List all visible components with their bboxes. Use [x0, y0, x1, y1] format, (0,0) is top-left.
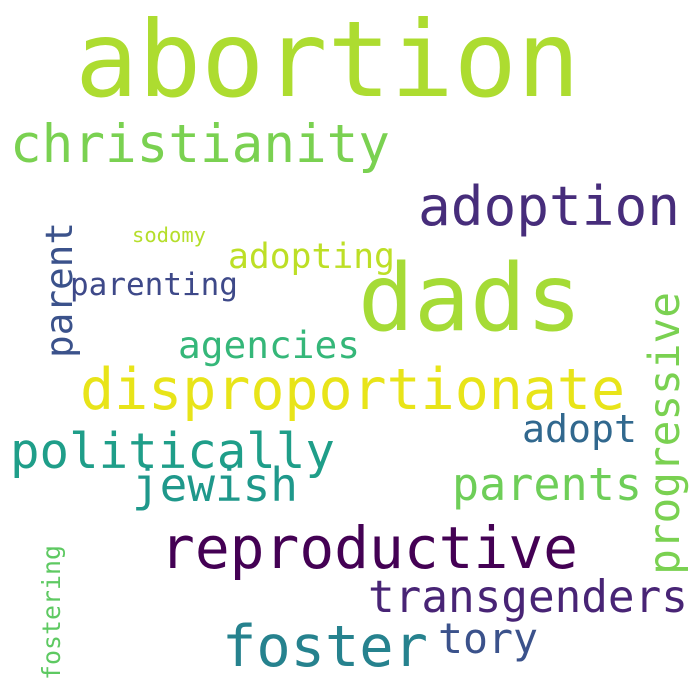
word-progressive: progressive [639, 292, 690, 575]
word-jewish: jewish [132, 458, 298, 513]
word-disproportionate: disproportionate [80, 356, 626, 423]
word-dads: dads [358, 243, 582, 352]
word-adoption: adoption [418, 174, 680, 238]
word-transgenders: transgenders [368, 572, 688, 624]
word-agencies: agencies [178, 322, 360, 367]
word-foster: foster [222, 614, 428, 681]
word-adopt: adopt [522, 407, 637, 452]
word-fostering: fostering [36, 545, 66, 680]
word-sodomy: sodomy [132, 222, 206, 247]
word-tory: tory [438, 613, 538, 663]
word-abortion: abortion [75, 0, 580, 122]
word-reproductive: reproductive [160, 513, 579, 582]
word-christianity: christianity [10, 113, 390, 175]
word-politically: politically [10, 422, 335, 480]
word-parenting: parenting [70, 267, 238, 304]
word-adopting: adopting [228, 237, 395, 278]
word-parents: parents [452, 458, 642, 512]
